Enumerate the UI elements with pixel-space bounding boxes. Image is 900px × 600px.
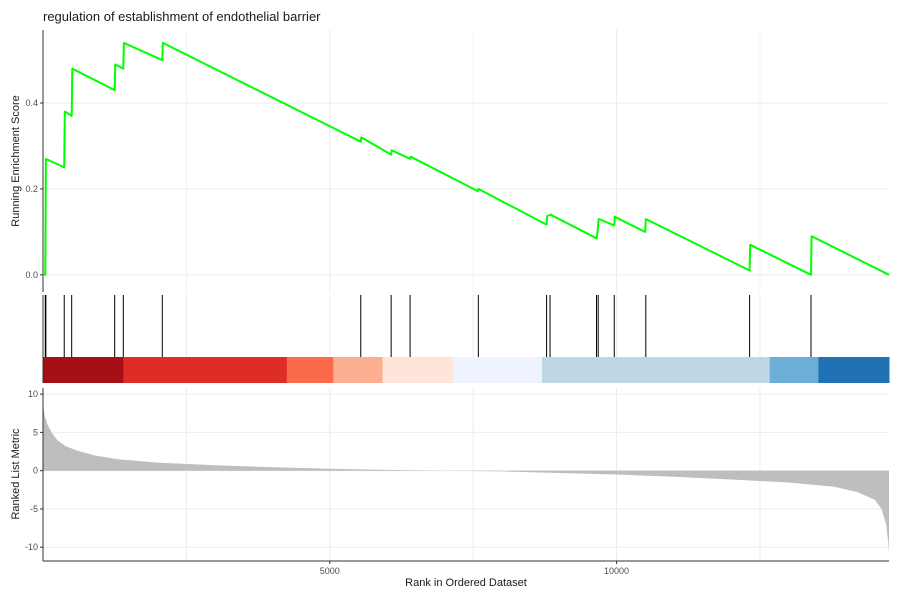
es-y-tick-label: 0.4 bbox=[25, 98, 38, 108]
es-y-ticks: 0.0 0.2 0.4 bbox=[25, 98, 43, 280]
ranked-metric-area bbox=[43, 390, 889, 554]
rank-color-band bbox=[541, 357, 771, 383]
ranked-metric-panel: 10 5 0 -5 -10 5000 10000 Ranked List Metric R… bbox=[10, 388, 889, 589]
rank-color-band bbox=[769, 357, 819, 383]
es-y-tick-label: 0.0 bbox=[25, 270, 38, 280]
hits-panel bbox=[42, 295, 890, 383]
rank-color-band bbox=[43, 357, 124, 383]
es-panel: 0.0 0.2 0.4 Running Enrichment Score bbox=[10, 30, 890, 292]
rank-color-band bbox=[123, 357, 288, 383]
rank-color-band bbox=[333, 357, 384, 383]
rank-color-band bbox=[453, 357, 543, 383]
es-y-axis-title: Running Enrichment Score bbox=[10, 95, 22, 226]
x-tick-label: 10000 bbox=[604, 566, 629, 576]
rm-y-tick-label: 0 bbox=[33, 466, 38, 476]
rank-color-bar bbox=[43, 357, 890, 383]
x-ticks: 5000 10000 bbox=[320, 561, 629, 576]
rm-y-tick-label: -5 bbox=[30, 504, 38, 514]
rm-y-tick-label: 10 bbox=[28, 389, 38, 399]
rank-color-band bbox=[286, 357, 334, 383]
rank-color-band bbox=[382, 357, 454, 383]
rm-y-tick-label: -10 bbox=[25, 542, 38, 552]
es-y-tick-label: 0.2 bbox=[25, 184, 38, 194]
es-line bbox=[43, 41, 890, 276]
es-grid bbox=[43, 30, 889, 292]
rm-y-tick-label: 5 bbox=[33, 427, 38, 437]
rank-color-band bbox=[818, 357, 890, 383]
rm-grid bbox=[43, 388, 889, 561]
x-axis-title: Rank in Ordered Dataset bbox=[405, 577, 527, 589]
rm-y-axis-title: Ranked List Metric bbox=[10, 428, 22, 520]
chart-title: regulation of establishment of endotheli… bbox=[43, 9, 321, 24]
rm-y-ticks: 10 5 0 -5 -10 bbox=[25, 389, 43, 552]
x-tick-label: 5000 bbox=[320, 566, 340, 576]
